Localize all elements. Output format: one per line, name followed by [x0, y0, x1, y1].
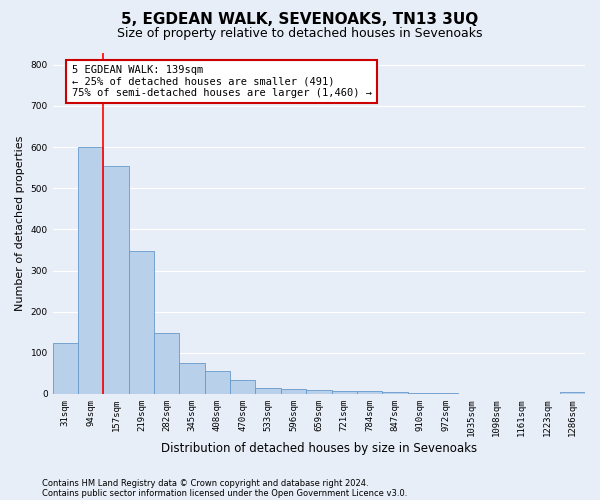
- Bar: [433, 393, 458, 394]
- Bar: [407, 392, 433, 394]
- Bar: [205, 372, 230, 394]
- Y-axis label: Number of detached properties: Number of detached properties: [15, 136, 25, 311]
- Bar: [230, 380, 256, 394]
- Bar: [78, 147, 103, 394]
- Text: Contains HM Land Registry data © Crown copyright and database right 2024.: Contains HM Land Registry data © Crown c…: [42, 478, 368, 488]
- Bar: [129, 251, 154, 394]
- Text: 5 EGDEAN WALK: 139sqm
← 25% of detached houses are smaller (491)
75% of semi-det: 5 EGDEAN WALK: 139sqm ← 25% of detached …: [71, 65, 371, 98]
- Bar: [256, 388, 281, 394]
- Bar: [332, 390, 357, 394]
- Text: 5, EGDEAN WALK, SEVENOAKS, TN13 3UQ: 5, EGDEAN WALK, SEVENOAKS, TN13 3UQ: [121, 12, 479, 28]
- Bar: [306, 390, 332, 394]
- Bar: [154, 333, 179, 394]
- Bar: [103, 166, 129, 394]
- Bar: [179, 363, 205, 394]
- Bar: [382, 392, 407, 394]
- Bar: [281, 389, 306, 394]
- Bar: [560, 392, 585, 394]
- Text: Contains public sector information licensed under the Open Government Licence v3: Contains public sector information licen…: [42, 488, 407, 498]
- X-axis label: Distribution of detached houses by size in Sevenoaks: Distribution of detached houses by size …: [161, 442, 477, 455]
- Text: Size of property relative to detached houses in Sevenoaks: Size of property relative to detached ho…: [117, 28, 483, 40]
- Bar: [53, 342, 78, 394]
- Bar: [357, 392, 382, 394]
